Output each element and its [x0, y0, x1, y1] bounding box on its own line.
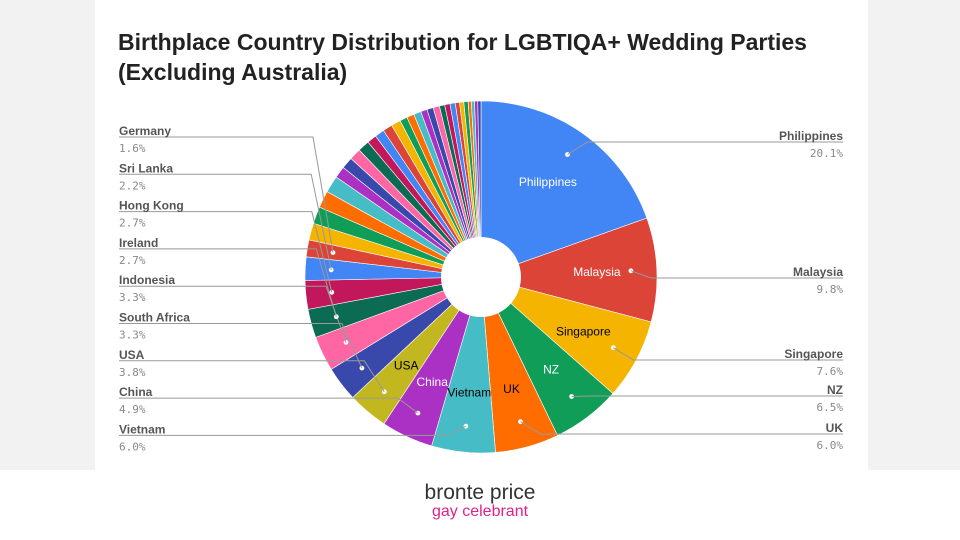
callout-value-usa: 3.8%	[119, 366, 146, 379]
brand-tagline: gay celebrant	[431, 503, 529, 520]
slice-philippines[interactable]	[480, 100, 648, 278]
callout-value-uk: 6.0%	[817, 439, 844, 452]
callout-name-hong-kong: Hong Kong	[119, 199, 184, 213]
callouts-layer: Philippines 20.1% Malaysia 9.8% Singapore 7.6…	[119, 124, 843, 453]
callout-line-singapore	[613, 347, 843, 361]
callout-value-ireland: 2.7%	[119, 254, 146, 267]
callout-name-philippines: Philippines	[779, 129, 843, 143]
callout-name-ireland: Ireland	[119, 236, 158, 250]
callout-value-vietnam: 6.0%	[119, 440, 146, 453]
donut-chart: Philippines 20.1% Malaysia 9.8% Singapore 7.6…	[119, 100, 843, 454]
inside-label-vietnam: Vietnam	[447, 385, 491, 399]
callout-line-china	[119, 397, 419, 414]
callout-value-indonesia: 3.3%	[119, 291, 146, 304]
inside-label-singapore: Singapore	[556, 325, 611, 339]
callout-name-malaysia: Malaysia	[793, 265, 843, 279]
callout-line-philippines	[567, 141, 843, 155]
slice-malaysia[interactable]	[479, 217, 658, 323]
callout-name-south-africa: South Africa	[119, 311, 190, 325]
callout-value-nz: 6.5%	[817, 401, 844, 414]
callout-line-south-africa	[119, 323, 363, 369]
callout-line-vietnam	[119, 425, 467, 436]
inside-label-philippines: Philippines	[519, 175, 577, 189]
callout-line-malaysia	[630, 270, 843, 279]
callout-value-south-africa: 3.3%	[119, 329, 146, 342]
callout-line-ireland	[119, 248, 337, 317]
inside-label-china: China	[417, 375, 449, 389]
callout-line-germany	[119, 136, 334, 253]
callout-dot-singapore	[610, 345, 616, 351]
inside-label-uk: UK	[503, 382, 520, 396]
inside-label-malaysia: Malaysia	[573, 265, 621, 279]
callout-value-hong-kong: 2.7%	[119, 217, 146, 230]
inside-label-nz: NZ	[543, 363, 559, 377]
chart-title: Birthplace Country Distribution for LGBT…	[118, 29, 807, 85]
callout-name-china: China	[119, 385, 153, 399]
callout-name-indonesia: Indonesia	[119, 273, 175, 287]
inside-label-usa: USA	[394, 359, 419, 373]
slices-layer	[304, 100, 658, 454]
callout-value-sri-lanka: 2.2%	[119, 179, 146, 192]
callout-name-uk: UK	[826, 421, 844, 435]
callout-line-usa	[119, 360, 385, 392]
callout-value-china: 4.9%	[119, 403, 146, 416]
callout-value-germany: 1.6%	[119, 142, 146, 155]
branding-footer	[0, 470, 960, 540]
callout-name-nz: NZ	[827, 383, 843, 397]
callout-line-indonesia	[119, 285, 347, 343]
callout-line-hong-kong	[119, 211, 333, 293]
donut-hole	[441, 237, 521, 317]
callout-line-sri-lanka	[119, 173, 332, 271]
callout-value-singapore: 7.6%	[817, 365, 844, 378]
callout-name-germany: Germany	[119, 124, 171, 138]
callout-value-philippines: 20.1%	[810, 147, 843, 160]
callout-line-uk	[520, 421, 843, 435]
callout-line-nz	[571, 395, 843, 397]
brand-name: bronte price	[424, 481, 536, 504]
callout-value-malaysia: 9.8%	[817, 283, 844, 296]
slice-labels-layer: Philippines Malaysia Singapore NZ UK VietnamC…	[394, 175, 621, 399]
callout-name-sri-lanka: Sri Lanka	[119, 161, 173, 175]
callout-name-vietnam: Vietnam	[119, 422, 165, 436]
callout-name-singapore: Singapore	[784, 347, 843, 361]
slice-other-41[interactable]	[477, 100, 482, 278]
callout-name-usa: USA	[119, 348, 145, 362]
